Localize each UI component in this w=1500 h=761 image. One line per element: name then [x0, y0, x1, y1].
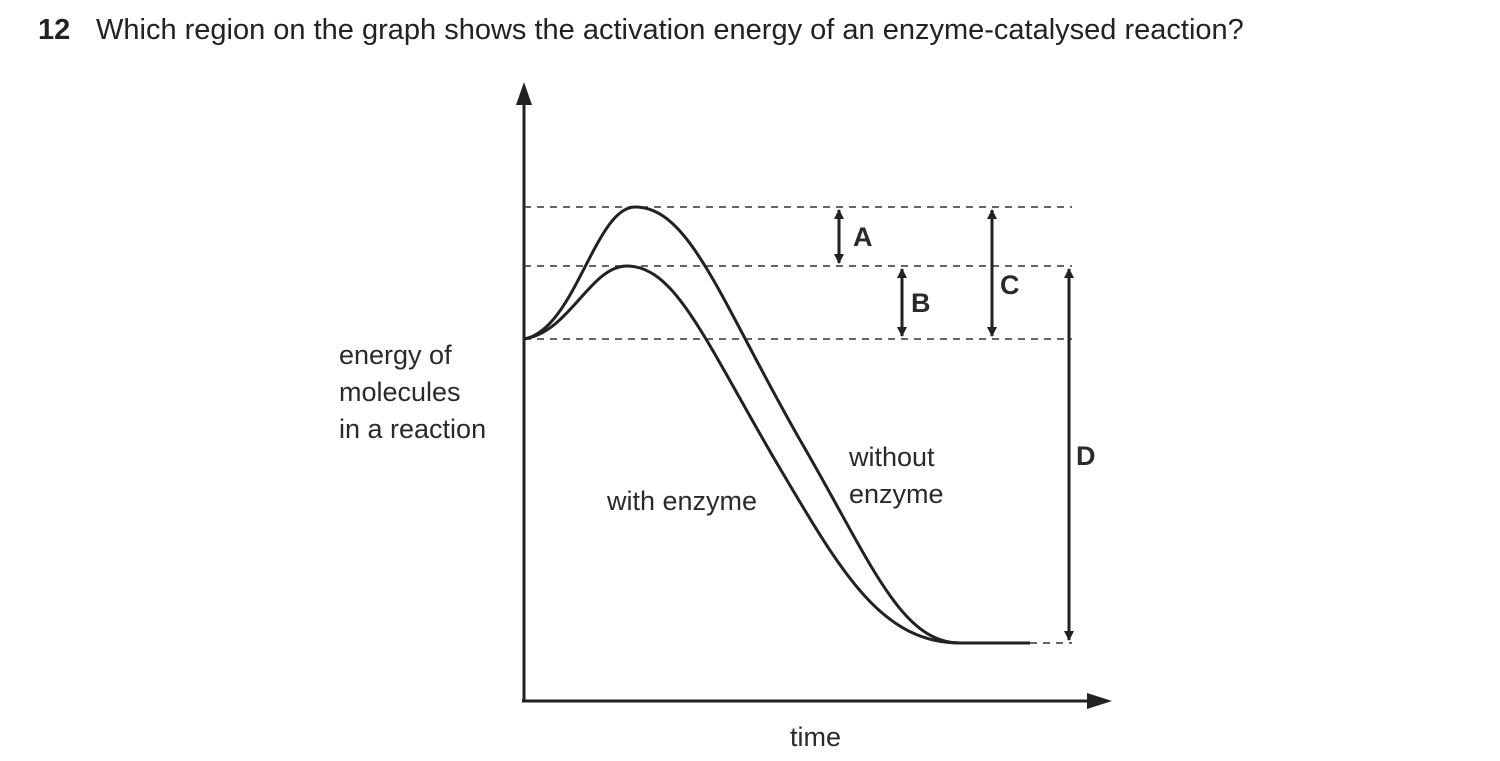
y-axis-label-line2: molecules [339, 377, 461, 407]
label-with-enzyme: with enzyme [606, 486, 757, 516]
region-label-b: B [911, 288, 931, 318]
y-axis-label-line1: energy of [339, 340, 452, 370]
question-text: Which region on the graph shows the acti… [96, 14, 1244, 46]
curve-without-enzyme [523, 205, 1030, 645]
region-label-a: A [853, 222, 873, 252]
question: 12 Which region on the graph shows the ac… [38, 10, 1244, 50]
question-number: 12 [38, 14, 71, 46]
label-without-enzyme-line2: enzyme [849, 479, 944, 509]
y-axis-label-line3: in a reaction [339, 414, 486, 444]
x-axis-label: time [790, 722, 841, 752]
x-axis-arrowhead [1087, 693, 1112, 709]
region-label-c: C [1000, 270, 1020, 300]
region-label-d: D [1076, 441, 1096, 471]
y-axis-arrowhead [516, 82, 532, 105]
curve-with-enzyme [523, 264, 961, 645]
label-without-enzyme-line1: without [848, 442, 935, 472]
